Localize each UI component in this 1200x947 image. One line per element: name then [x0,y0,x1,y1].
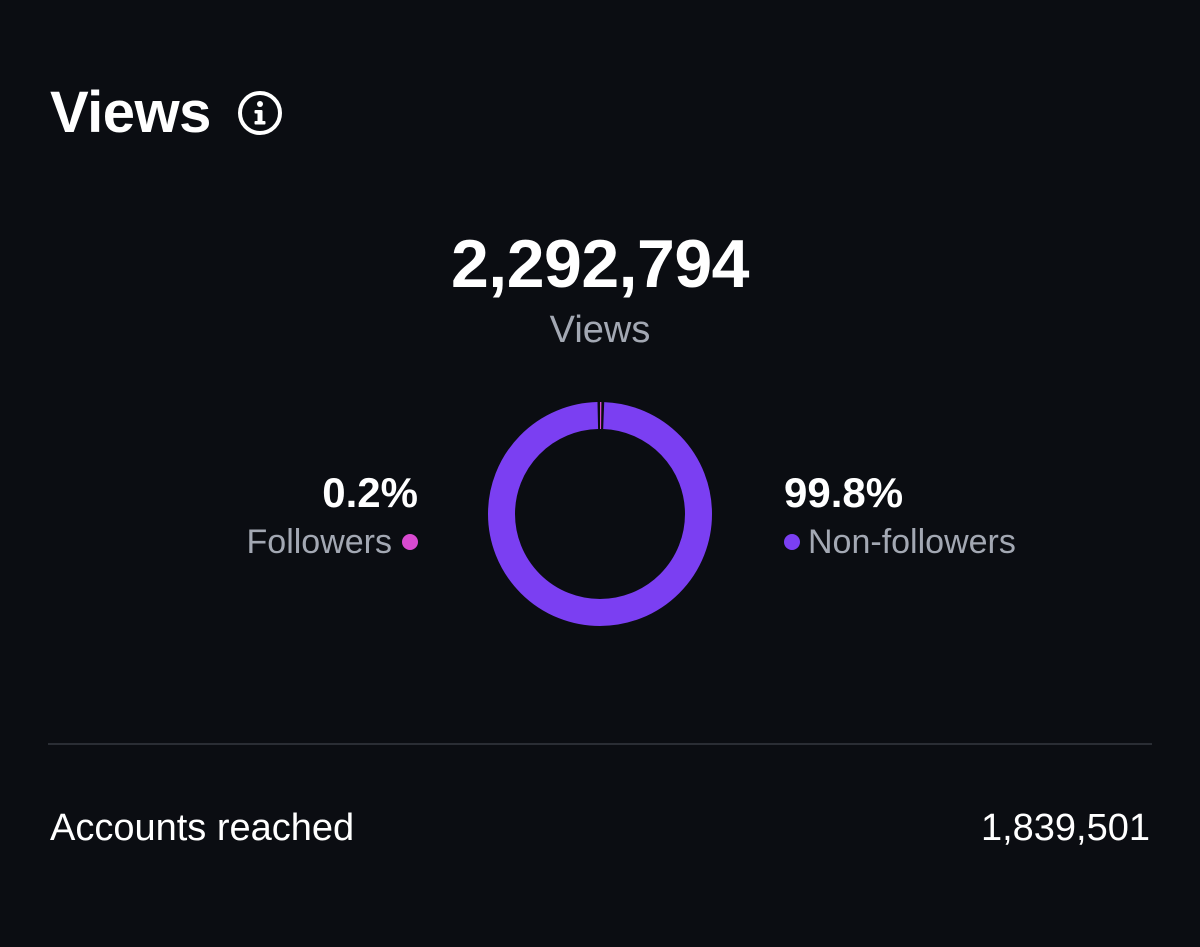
donut-slice-followers [488,402,712,626]
non-followers-label: Non-followers [808,523,1016,561]
views-header: Views [50,80,283,146]
accounts-reached-value: 1,839,501 [980,807,1150,849]
non-followers-legend: Non-followers [784,518,1016,566]
info-icon[interactable] [237,90,283,136]
accounts-reached-row[interactable]: Accounts reached 1,839,501 [50,804,1150,852]
followers-label: Followers [246,523,392,561]
non-followers-percent: 99.8% [784,469,904,516]
followers-dot-icon [402,534,418,550]
non-followers-stat: 99.8% Non-followers [784,468,1016,566]
donut-slice-non-followers [488,402,712,626]
non-followers-dot-icon [784,534,800,550]
followers-legend: Followers [247,518,418,566]
total-views-value: 2,292,794 [450,226,750,302]
page-title: Views [50,80,211,145]
followers-percent: 0.2% [322,469,418,516]
divider [48,743,1152,745]
total-views-label: Views [549,309,651,351]
views-donut-chart [488,402,712,626]
accounts-reached-label: Accounts reached [50,807,355,849]
followers-stat: 0.2% Followers [247,468,418,566]
